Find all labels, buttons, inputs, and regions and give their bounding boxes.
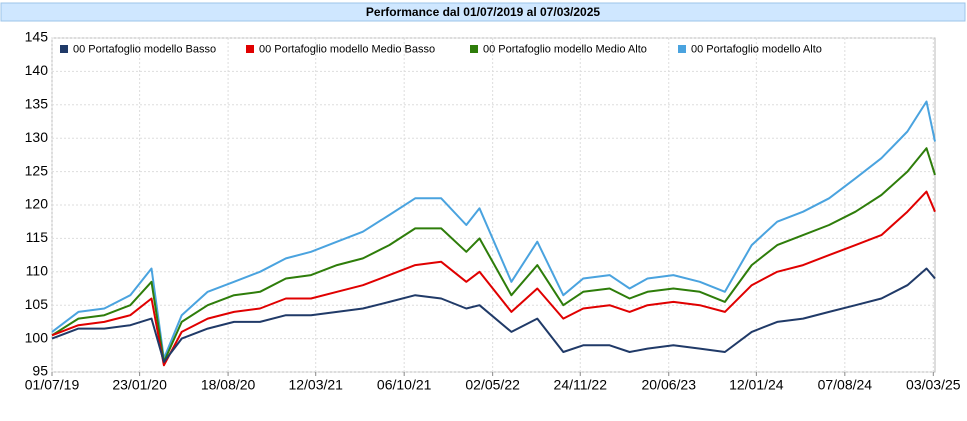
y-tick-label: 115 (26, 229, 49, 245)
x-tick-label: 12/01/24 (729, 377, 784, 393)
y-tick-label: 140 (25, 62, 49, 78)
y-tick-label: 95 (32, 363, 48, 379)
series-line (51, 267, 936, 363)
x-tick-label: 06/10/21 (377, 377, 432, 393)
series-line (51, 190, 936, 367)
x-tick-label: 20/06/23 (641, 377, 696, 393)
x-tick-label: 03/03/25 (906, 377, 961, 393)
y-tick-label: 145 (25, 29, 49, 45)
legend-label: 00 Portafoglio modello Medio Alto (483, 43, 647, 55)
y-tick-label: 105 (25, 296, 49, 312)
legend-label: 00 Portafoglio modello Basso (73, 43, 216, 55)
legend-swatch (60, 45, 68, 53)
series-line (51, 100, 936, 360)
x-tick-label: 18/08/20 (201, 377, 256, 393)
y-tick-label: 130 (25, 129, 49, 145)
x-tick-label: 23/01/20 (112, 377, 167, 393)
y-tick-label: 100 (25, 329, 49, 345)
legend-swatch (678, 45, 686, 53)
x-tick-label: 07/08/24 (818, 377, 873, 393)
x-tick-label: 12/03/21 (288, 377, 343, 393)
x-tick-label: 02/05/22 (465, 377, 520, 393)
y-tick-label: 125 (25, 162, 49, 178)
y-tick-label: 135 (25, 96, 49, 112)
legend-swatch (246, 45, 254, 53)
legend-swatch (470, 45, 478, 53)
y-tick-label: 120 (25, 196, 49, 212)
x-tick-label: 01/07/19 (25, 377, 80, 393)
title-bar (0, 2, 966, 22)
series-line (51, 147, 936, 363)
y-tick-label: 110 (26, 263, 49, 279)
chart-title: Performance dal 01/07/2019 al 07/03/2025 (366, 5, 600, 19)
legend-label: 00 Portafoglio modello Medio Basso (259, 43, 435, 55)
x-tick-label: 24/11/22 (554, 377, 608, 393)
legend-label: 00 Portafoglio modello Alto (691, 43, 822, 55)
